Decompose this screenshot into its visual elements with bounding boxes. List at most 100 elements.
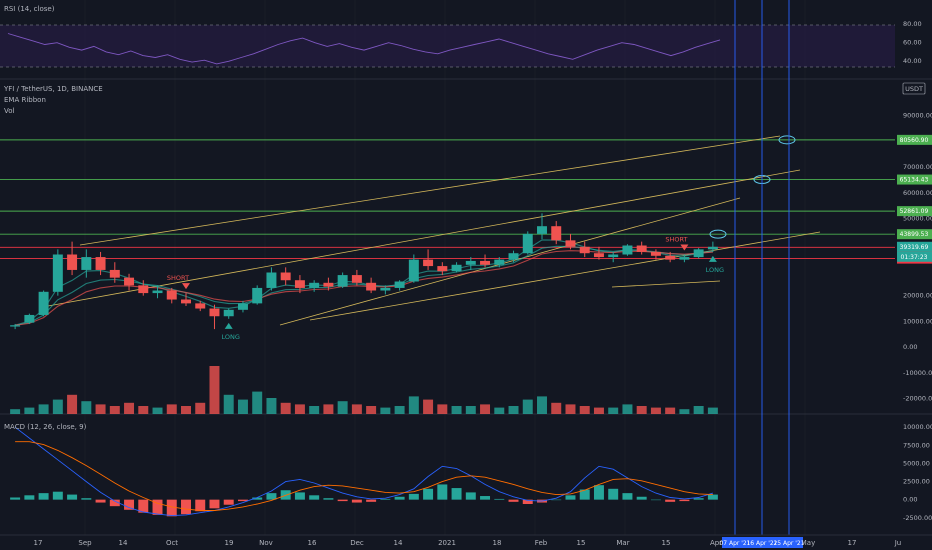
- candle-body: [679, 257, 690, 260]
- short-label: SHORT: [167, 274, 189, 282]
- histogram-bar: [252, 497, 263, 500]
- volume-bar: [693, 406, 704, 414]
- histogram-bar: [465, 492, 476, 500]
- x-axis: 17 Sep 14 Oct 19 Nov 16 Dec 14 2021 18 Feb 15 Mar 15 Ap…: [34, 539, 902, 547]
- candle-body: [323, 282, 334, 287]
- volume-bar: [608, 407, 619, 414]
- price-tick-label: -10000.00: [903, 369, 932, 377]
- channel-line: [47, 169, 801, 307]
- volume-bar: [437, 404, 448, 414]
- horizontal-levels: [0, 139, 895, 260]
- histogram-bar: [166, 499, 177, 517]
- histogram-bar: [394, 496, 405, 500]
- x-tick-label: May: [801, 539, 815, 547]
- trade-annotations: SHORT LONG SHORT LONG: [167, 236, 724, 341]
- x-tick-label: Ju: [894, 539, 902, 547]
- candle-body: [351, 275, 362, 283]
- histogram-bar: [636, 496, 647, 500]
- histogram-bar: [38, 493, 49, 500]
- histogram-bar: [437, 484, 448, 500]
- candle-body: [237, 303, 248, 310]
- volume-bar: [166, 404, 177, 414]
- volume-bar: [565, 404, 576, 414]
- histogram-bar: [195, 499, 206, 512]
- macd-tick-label: 2500.00: [903, 478, 930, 486]
- macd-pane: 10000.00 7500.00 5000.00 2500.00 0.00 -2500.0…: [10, 423, 932, 522]
- histogram-bar: [138, 499, 149, 513]
- level-badge-text: 65134.43: [900, 177, 929, 184]
- histogram-bar: [480, 496, 491, 500]
- volume-bar: [522, 399, 533, 414]
- histogram-bar: [95, 499, 106, 503]
- histogram-bar: [209, 499, 220, 509]
- volume-bar: [366, 406, 377, 414]
- long-arrow-icon: [708, 255, 717, 262]
- signal-line: [15, 441, 713, 511]
- channel-line: [79, 135, 781, 246]
- price-tick-label: 0.00: [903, 343, 917, 351]
- candle-body: [480, 260, 491, 265]
- candle-body: [10, 325, 21, 327]
- long-label: LONG: [222, 333, 240, 341]
- x-tick-label: 17: [848, 539, 857, 547]
- level-badge: [897, 134, 932, 145]
- candle-body: [95, 257, 106, 270]
- x-tick-label: 16: [308, 539, 317, 547]
- candle-body: [223, 309, 234, 317]
- histogram-bar: [451, 488, 462, 500]
- histogram-bar: [622, 493, 633, 500]
- volume-bar: [152, 407, 163, 414]
- rsi-tick-label: 40.00: [903, 57, 922, 65]
- histogram-bar: [309, 495, 320, 500]
- price-badge-text: 01:37:23: [901, 254, 928, 261]
- candle-body: [81, 257, 92, 270]
- histogram-bar: [693, 498, 704, 500]
- target-circle: [778, 135, 796, 145]
- volume-bar: [181, 406, 191, 414]
- candle-body: [67, 254, 78, 270]
- histogram-bar: [579, 489, 590, 500]
- price-tick-label: 50000.00: [903, 214, 932, 222]
- volume-bar: [494, 407, 505, 414]
- currency-label[interactable]: USDT: [905, 85, 923, 93]
- currency-box[interactable]: [902, 82, 926, 95]
- level-badge-text: 43899.53: [900, 231, 929, 238]
- histogram-bar: [679, 499, 690, 502]
- price-tick-label: 90000.00: [903, 112, 932, 120]
- histogram-bar: [152, 499, 163, 515]
- symbol-title[interactable]: YFI / TetherUS, 1D, BINANCE: [3, 85, 103, 93]
- histogram-bar: [565, 495, 576, 500]
- volume-bar: [124, 402, 135, 414]
- histogram-bar: [81, 498, 92, 500]
- volume-bar: [480, 404, 491, 414]
- candle-body: [366, 282, 377, 291]
- volume-bar: [551, 402, 562, 414]
- histogram-bar: [508, 499, 519, 502]
- volume-bar: [67, 394, 78, 414]
- candle-body: [622, 245, 633, 255]
- price-badge: [897, 241, 932, 252]
- volume-label[interactable]: Vol: [4, 107, 15, 115]
- candle-body: [593, 253, 604, 258]
- candle-body: [551, 226, 562, 241]
- histogram-bar: [323, 498, 334, 500]
- volume-bar: [237, 399, 248, 414]
- short-arrow-icon: [182, 283, 190, 290]
- ema-ribbon-label[interactable]: EMA Ribbon: [4, 96, 46, 104]
- candle-body: [52, 254, 63, 292]
- macd-line: [14, 426, 714, 517]
- volume-bar: [266, 398, 277, 414]
- macd-title: MACD (12, 26, close, 9): [4, 423, 87, 431]
- volume-bar: [24, 407, 35, 414]
- volume-bar: [679, 409, 690, 414]
- level-badge: [897, 174, 932, 185]
- price-tick-label: -20000.00: [903, 395, 932, 403]
- x-tick-label: 2021: [438, 539, 456, 547]
- histogram-bar: [237, 499, 248, 502]
- volume-bar: [537, 396, 547, 414]
- candle-body: [465, 260, 476, 265]
- volume-bar: [579, 406, 590, 414]
- price-tick-label: 60000.00: [903, 189, 932, 197]
- candle-body: [209, 308, 220, 317]
- candle-body: [665, 255, 676, 260]
